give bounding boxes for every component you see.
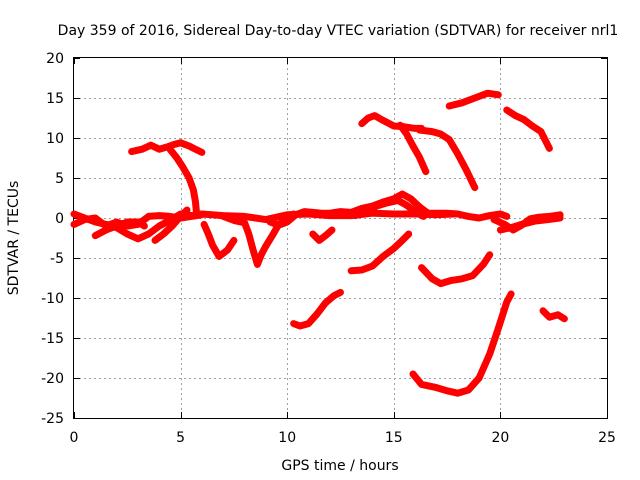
y-tick-label: -25: [41, 411, 64, 427]
series-track-j: [266, 190, 462, 229]
x-tick-label: 15: [385, 430, 403, 446]
series-track-o: [358, 112, 425, 132]
series-track-e: [128, 139, 206, 156]
series-track-s: [418, 251, 494, 288]
x-tick-label: 0: [70, 430, 79, 446]
series-layer: [70, 89, 568, 397]
series-track-q: [415, 126, 479, 192]
y-tick-label: 5: [55, 171, 64, 187]
x-tick-label: 20: [491, 430, 509, 446]
series-track-d: [151, 206, 191, 244]
y-tick-label: -15: [41, 331, 64, 347]
y-axis-label: SDTVAR / TECUs: [6, 181, 22, 296]
series-track-m: [290, 288, 344, 330]
series-track-p: [396, 121, 430, 176]
y-tick-label: 10: [46, 131, 64, 147]
series-track-f: [166, 145, 201, 218]
series-track-u: [454, 210, 511, 222]
x-tick-label: 25: [598, 430, 616, 446]
series-track-n: [347, 230, 413, 275]
series-track-w: [496, 214, 564, 234]
plot-frame: [73, 57, 608, 419]
x-axis-label: GPS time / hours: [281, 458, 398, 474]
y-tick-label: 0: [55, 211, 64, 227]
series-track-h: [200, 220, 238, 260]
series-track-r: [445, 89, 502, 110]
series-track-x: [503, 106, 553, 152]
x-tick-label: 5: [176, 430, 185, 446]
series-track-k: [309, 226, 336, 244]
series-track-t: [409, 290, 515, 397]
y-tick-label: 15: [46, 91, 64, 107]
y-tick-label: -5: [50, 251, 64, 267]
series-track-l: [351, 196, 428, 220]
y-tick-label: 20: [46, 51, 64, 67]
chart-title: Day 359 of 2016, Sidereal Day-to-day VTE…: [58, 23, 619, 39]
y-tick-label: -10: [41, 291, 64, 307]
x-tick-label: 10: [278, 430, 296, 446]
y-tick-label: -20: [41, 371, 64, 387]
tick-layer: 0 5 10 15 20 25 -25 -20 -15 -10 -5 0 5 10 15 20: [41, 51, 616, 446]
series-track-y: [539, 307, 568, 323]
series-track-c: [91, 218, 148, 240]
